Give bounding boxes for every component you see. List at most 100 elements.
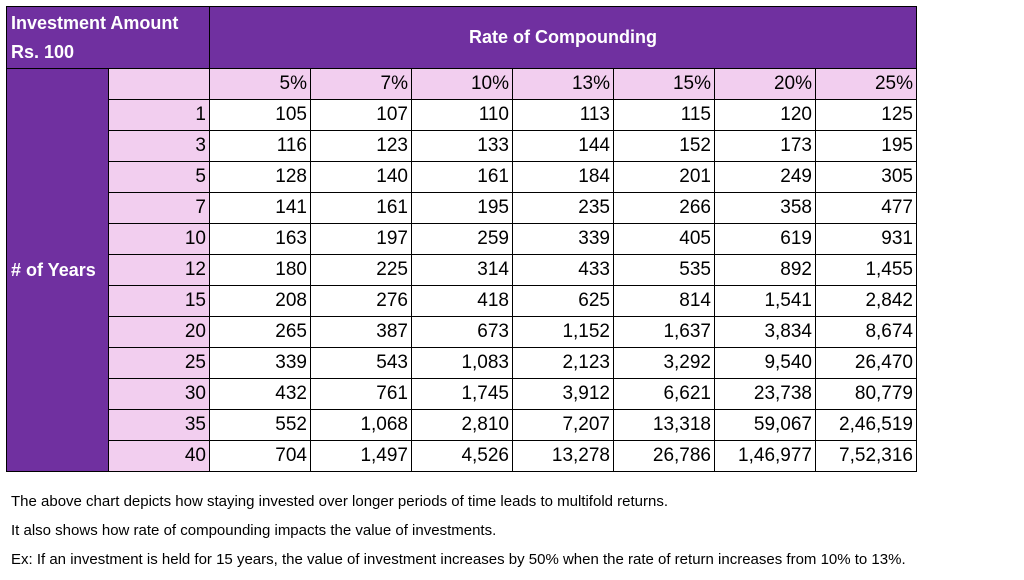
table-cell: 1,745 xyxy=(411,378,513,410)
table-cell: 433 xyxy=(512,254,614,286)
table-cell: 140 xyxy=(310,161,412,193)
table-cell: 305 xyxy=(815,161,917,193)
years-value: 5 xyxy=(108,161,210,193)
table-cell: 673 xyxy=(411,316,513,348)
table-cell: 105 xyxy=(209,99,311,131)
years-value: 7 xyxy=(108,192,210,224)
table-cell: 543 xyxy=(310,347,412,379)
investment-amount-label: Investment Amount xyxy=(11,12,179,33)
table-cell: 9,540 xyxy=(714,347,816,379)
note-3: Ex: If an investment is held for 15 year… xyxy=(11,551,906,568)
rate-header-3: 10% xyxy=(411,68,513,100)
investment-amount-value: Rs. 100 xyxy=(11,41,75,62)
table-cell: 535 xyxy=(613,254,715,286)
table-cell: 387 xyxy=(310,316,412,348)
table-cell: 276 xyxy=(310,285,412,317)
table-row: 40 704 1,497 4,526 13,278 26,786 1,46,977 7,52,… xyxy=(7,440,917,472)
table-cell: 2,123 xyxy=(512,347,614,379)
note-2: It also shows how rate of compounding im… xyxy=(11,522,497,539)
years-value: 35 xyxy=(108,409,210,441)
table-row: 35 552 1,068 2,810 7,207 13,318 59,067 2,46,519 xyxy=(7,409,917,441)
table-cell: 625 xyxy=(512,285,614,317)
years-value: 20 xyxy=(108,316,210,348)
table-cell: 120 xyxy=(714,99,816,131)
table-cell: 552 xyxy=(209,409,311,441)
table-cell: 265 xyxy=(209,316,311,348)
years-value: 10 xyxy=(108,223,210,255)
years-value: 1 xyxy=(108,99,210,131)
table-row: 30 432 761 1,745 3,912 6,621 23,738 80,779 xyxy=(7,378,917,410)
rate-header-7: 25% xyxy=(815,68,917,100)
table-cell: 1,46,977 xyxy=(714,440,816,472)
table-row: 10 163 197 259 339 405 619 931 xyxy=(7,223,917,255)
table-cell: 26,470 xyxy=(815,347,917,379)
table-cell: 128 xyxy=(209,161,311,193)
table-cell: 619 xyxy=(714,223,816,255)
table-cell: 141 xyxy=(209,192,311,224)
table-cell: 259 xyxy=(411,223,513,255)
table-cell: 152 xyxy=(613,130,715,162)
table-cell: 133 xyxy=(411,130,513,162)
rate-header-6: 20% xyxy=(714,68,816,100)
table-cell: 161 xyxy=(310,192,412,224)
table-cell: 1,068 xyxy=(310,409,412,441)
table-cell: 125 xyxy=(815,99,917,131)
table-cell: 13,318 xyxy=(613,409,715,441)
table-cell: 3,834 xyxy=(714,316,816,348)
rate-header-2: 7% xyxy=(310,68,412,100)
rate-header-row: # of Years 5% 7% 10% 13% 15% 20% 25% xyxy=(6,68,917,472)
table-cell: 761 xyxy=(310,378,412,410)
table-cell: 2,46,519 xyxy=(815,409,917,441)
rate-header-1: 5% xyxy=(209,68,311,100)
table-cell: 107 xyxy=(310,99,412,131)
title-row: Investment Amount Rs. 100 Rate of Compou… xyxy=(6,6,917,69)
table-cell: 184 xyxy=(512,161,614,193)
table-cell: 225 xyxy=(310,254,412,286)
years-value: 15 xyxy=(108,285,210,317)
table-row: 12 180 225 314 433 535 892 1,455 xyxy=(7,254,917,286)
table-cell: 249 xyxy=(714,161,816,193)
table-row: 25 339 543 1,083 2,123 3,292 9,540 26,470 xyxy=(7,347,917,379)
rate-header-5: 15% xyxy=(613,68,715,100)
table-cell: 208 xyxy=(209,285,311,317)
table-cell: 123 xyxy=(310,130,412,162)
table-cell: 201 xyxy=(613,161,715,193)
table-cell: 1,455 xyxy=(815,254,917,286)
years-header: # of Years xyxy=(6,68,109,472)
table-cell: 1,541 xyxy=(714,285,816,317)
years-value: 25 xyxy=(108,347,210,379)
table-row: 3 116 123 133 144 152 173 195 xyxy=(7,130,917,162)
years-value: 40 xyxy=(108,440,210,472)
notes: The above chart depicts how staying inve… xyxy=(11,487,906,574)
table-cell: 13,278 xyxy=(512,440,614,472)
investment-amount-header: Investment Amount Rs. 100 xyxy=(6,6,210,69)
table-row: 7 141 161 195 235 266 358 477 xyxy=(7,192,917,224)
table-row: 15 208 276 418 625 814 1,541 2,842 xyxy=(7,285,917,317)
table-cell: 3,912 xyxy=(512,378,614,410)
table-cell: 161 xyxy=(411,161,513,193)
table-cell: 4,526 xyxy=(411,440,513,472)
table-cell: 339 xyxy=(512,223,614,255)
table-cell: 8,674 xyxy=(815,316,917,348)
table-cell: 477 xyxy=(815,192,917,224)
rate-header-4: 13% xyxy=(512,68,614,100)
table-cell: 814 xyxy=(613,285,715,317)
table-cell: 173 xyxy=(714,130,816,162)
years-value: 12 xyxy=(108,254,210,286)
table-cell: 931 xyxy=(815,223,917,255)
rate-of-compounding-header: Rate of Compounding xyxy=(209,6,917,69)
table-cell: 115 xyxy=(613,99,715,131)
table-cell: 2,810 xyxy=(411,409,513,441)
years-value: 30 xyxy=(108,378,210,410)
table-cell: 180 xyxy=(209,254,311,286)
table-cell: 1,152 xyxy=(512,316,614,348)
table-cell: 1,637 xyxy=(613,316,715,348)
table-cell: 26,786 xyxy=(613,440,715,472)
table-row: 20 265 387 673 1,152 1,637 3,834 8,674 xyxy=(7,316,917,348)
table-cell: 7,52,316 xyxy=(815,440,917,472)
table-cell: 266 xyxy=(613,192,715,224)
table-cell: 418 xyxy=(411,285,513,317)
table-cell: 163 xyxy=(209,223,311,255)
table-cell: 314 xyxy=(411,254,513,286)
table-cell: 80,779 xyxy=(815,378,917,410)
